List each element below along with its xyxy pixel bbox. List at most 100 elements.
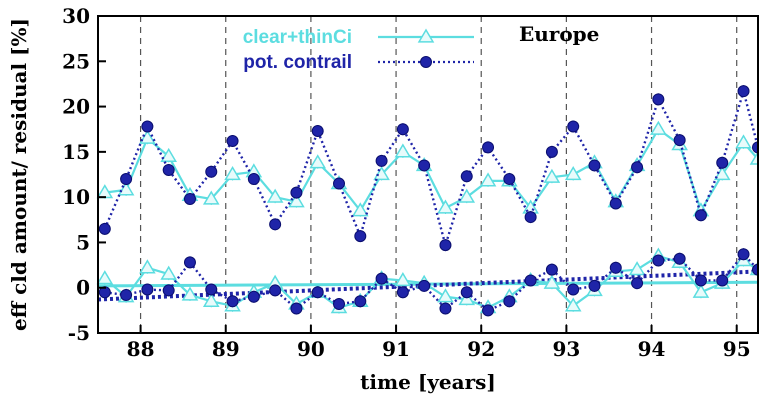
data-point-circle <box>460 286 473 299</box>
series-layer <box>96 85 759 317</box>
data-point-triangle <box>139 259 156 274</box>
data-point-triangle <box>479 172 497 187</box>
y-tick-label: 25 <box>62 49 90 73</box>
data-point-triangle <box>458 188 476 203</box>
data-point-circle <box>737 248 750 261</box>
data-point-circle <box>503 173 516 186</box>
data-point-circle <box>567 120 580 133</box>
data-point-circle <box>588 159 601 172</box>
x-tick-label: 95 <box>723 337 751 361</box>
y-tick-label: 30 <box>62 4 90 28</box>
y-tick-label: 15 <box>62 140 90 164</box>
data-point-circle <box>162 284 175 297</box>
data-point-circle <box>269 218 282 231</box>
data-point-circle <box>652 93 665 106</box>
data-point-circle <box>609 261 622 274</box>
legend: clear+thinCi pot. contrail <box>243 27 474 73</box>
legend-label: pot. contrail <box>243 52 352 73</box>
data-point-triangle <box>160 147 177 163</box>
data-point-circle <box>311 286 324 299</box>
data-point-circle <box>631 277 644 290</box>
data-point-triangle <box>437 288 454 303</box>
y-tick-label: 10 <box>62 185 90 209</box>
data-point-triangle <box>735 134 752 149</box>
x-tick-label: 94 <box>638 337 666 361</box>
data-point-circle <box>247 173 260 186</box>
data-point-circle <box>141 120 154 133</box>
series-1 <box>98 85 759 252</box>
data-point-triangle <box>160 265 177 280</box>
data-point-circle <box>482 141 495 154</box>
data-point-circle <box>588 279 601 292</box>
data-point-triangle <box>650 120 667 135</box>
data-point-triangle <box>309 154 327 169</box>
data-point-circle <box>460 170 473 183</box>
data-point-circle <box>567 283 580 296</box>
data-point-circle <box>333 177 346 190</box>
y-axis-label: eff cld amount/ residual [%] <box>7 18 31 331</box>
data-point-circle <box>269 284 282 297</box>
data-point-triangle <box>692 283 710 298</box>
data-point-circle <box>354 295 367 308</box>
data-point-circle <box>226 295 239 308</box>
data-point-triangle <box>543 168 561 183</box>
data-point-circle <box>503 295 516 308</box>
data-point-circle <box>673 252 686 265</box>
x-tick-label: 92 <box>467 337 495 361</box>
data-point-circle <box>375 272 388 285</box>
data-point-circle <box>375 154 388 167</box>
data-point-circle <box>418 279 431 292</box>
data-point-circle <box>420 56 432 68</box>
data-point-circle <box>545 263 558 276</box>
data-point-circle <box>290 302 303 315</box>
data-point-circle <box>418 159 431 172</box>
data-point-triangle <box>181 286 199 301</box>
data-point-circle <box>354 230 367 243</box>
data-point-triangle <box>266 188 284 203</box>
data-point-circle <box>439 302 452 315</box>
data-point-circle <box>716 156 729 169</box>
x-axis-label: time [years] <box>360 370 496 394</box>
x-tick-label: 89 <box>212 337 240 361</box>
data-point-triangle <box>202 292 220 307</box>
data-point-circle <box>524 211 537 224</box>
data-point-circle <box>737 85 750 98</box>
plot-frame <box>97 15 759 334</box>
series-line <box>104 127 759 214</box>
data-point-circle <box>396 286 409 299</box>
data-point-circle <box>183 256 196 269</box>
x-tick-label: 88 <box>127 337 155 361</box>
x-tick-label: 91 <box>382 337 410 361</box>
data-point-circle <box>141 283 154 296</box>
data-point-circle <box>545 145 558 158</box>
data-point-circle <box>396 123 409 136</box>
data-point-circle <box>482 304 495 317</box>
legend-label: clear+thinCi <box>243 27 352 48</box>
data-point-circle <box>652 254 665 267</box>
y-tick-label: 20 <box>62 95 90 119</box>
data-point-circle <box>162 163 175 176</box>
data-point-circle <box>205 283 218 296</box>
data-point-triangle <box>117 181 135 196</box>
series-line <box>103 86 759 250</box>
data-point-circle <box>333 298 346 311</box>
data-point-circle <box>120 288 133 301</box>
y-tick-label: 0 <box>76 276 90 300</box>
data-point-circle <box>609 197 622 210</box>
y-tick-label: -5 <box>68 321 90 345</box>
series-3 <box>98 248 759 317</box>
data-point-circle <box>524 274 537 287</box>
data-point-circle <box>290 186 303 199</box>
data-point-triangle <box>96 270 114 285</box>
data-point-circle <box>183 192 196 205</box>
data-point-circle <box>673 134 686 147</box>
data-point-circle <box>311 125 324 138</box>
data-point-circle <box>694 274 707 287</box>
data-point-circle <box>694 209 707 222</box>
data-point-triangle <box>458 291 476 306</box>
y-tick-label: 5 <box>76 230 90 254</box>
data-point-circle <box>120 173 133 186</box>
data-point-triangle <box>628 261 646 276</box>
data-point-triangle <box>288 193 305 208</box>
